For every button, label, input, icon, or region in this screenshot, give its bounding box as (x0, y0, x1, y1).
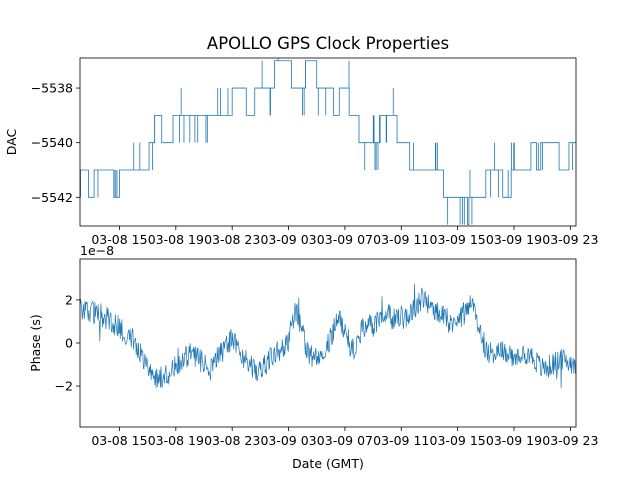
phase-line (80, 283, 576, 389)
y-tick-label: −5540 (31, 135, 73, 150)
dac-step-line (80, 58, 576, 226)
x-tick-label: 03-09 23 (542, 232, 598, 247)
x-tick-label: 03-09 03 (260, 433, 316, 448)
axis-scale-label: 1e−8 (80, 243, 114, 258)
x-axis-label: Date (GMT) (292, 456, 364, 471)
axes-frame (79, 57, 577, 227)
x-tick-label: 03-09 15 (430, 433, 486, 448)
x-tick-label: 03-08 23 (204, 232, 260, 247)
x-tick-label: 03-08 15 (91, 232, 147, 247)
x-tick-label: 03-08 23 (204, 433, 260, 448)
x-tick-label: 03-08 19 (148, 232, 204, 247)
y-axis-label: Phase (s) (28, 314, 43, 372)
y-tick-label: −5538 (31, 81, 73, 96)
y-axis-label: DAC (4, 128, 19, 155)
y-tick-label: 2 (65, 292, 73, 307)
x-tick-label: 03-09 19 (486, 433, 542, 448)
phase-axes: 03-08 15 03-08 19 03-08 23 03-09 03 03-09 07… (28, 243, 598, 471)
y-tick-label: −5542 (31, 190, 73, 205)
x-tick-label: 03-09 07 (317, 433, 373, 448)
x-tick-label: 03-09 15 (430, 232, 486, 247)
x-tick-label: 03-09 23 (542, 433, 598, 448)
x-tick-label: 03-09 07 (317, 232, 373, 247)
x-tick-label: 03-09 19 (486, 232, 542, 247)
figure-title: APOLLO GPS Clock Properties (207, 34, 449, 53)
dac-axes: 03-08 15 03-08 19 03-08 23 03-09 03 03-09 07… (4, 57, 598, 247)
x-tick-label: 03-09 03 (260, 232, 316, 247)
y-tick-label: −2 (55, 379, 73, 394)
x-tick-label: 03-09 11 (373, 433, 429, 448)
y-tick-label: 0 (65, 336, 73, 351)
x-tick-label: 03-09 11 (373, 232, 429, 247)
x-tick-label: 03-08 19 (148, 433, 204, 448)
x-tick-label: 03-08 15 (91, 433, 147, 448)
